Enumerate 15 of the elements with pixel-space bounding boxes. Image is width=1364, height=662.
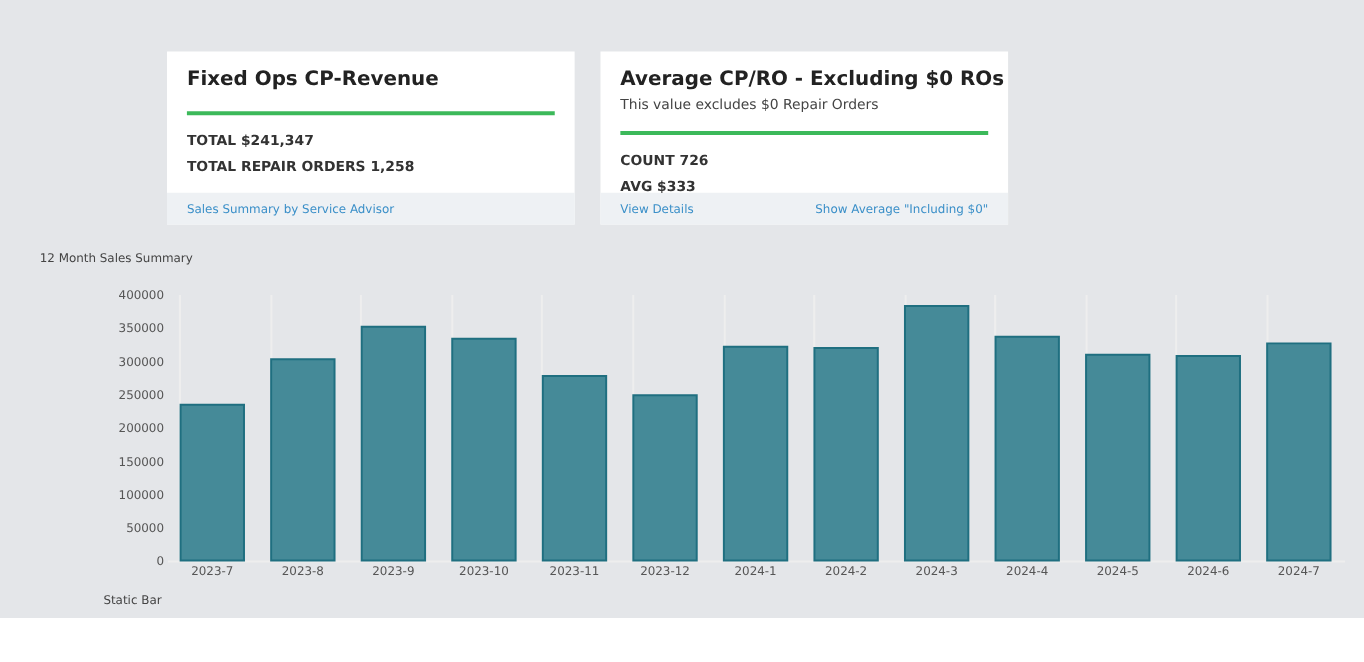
bar [722,345,789,562]
bar [1266,342,1332,562]
bar [360,325,427,562]
bar [451,337,517,562]
bar [632,394,698,562]
bar [813,347,879,562]
bar [903,305,970,562]
bar [994,335,1060,562]
text: Fixed Ops CP-Revenue [186,69,440,92]
bar [1085,353,1151,562]
bar [270,358,336,562]
bar [541,375,608,562]
bar [1175,355,1241,562]
text: Average CP/RO - Excluding $0 ROs [620,69,1005,92]
bar [179,403,245,562]
